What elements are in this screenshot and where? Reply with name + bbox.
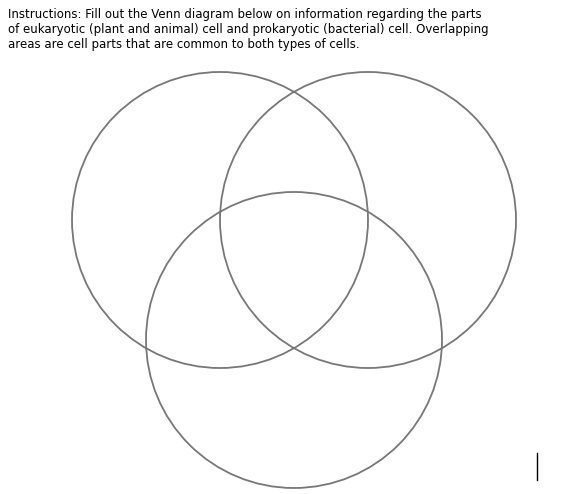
Text: Instructions: Fill out the Venn diagram below on information regarding the parts: Instructions: Fill out the Venn diagram … [8, 8, 489, 51]
